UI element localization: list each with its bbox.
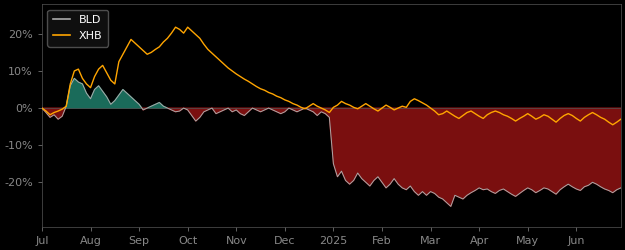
- Legend: BLD, XHB: BLD, XHB: [48, 10, 108, 46]
